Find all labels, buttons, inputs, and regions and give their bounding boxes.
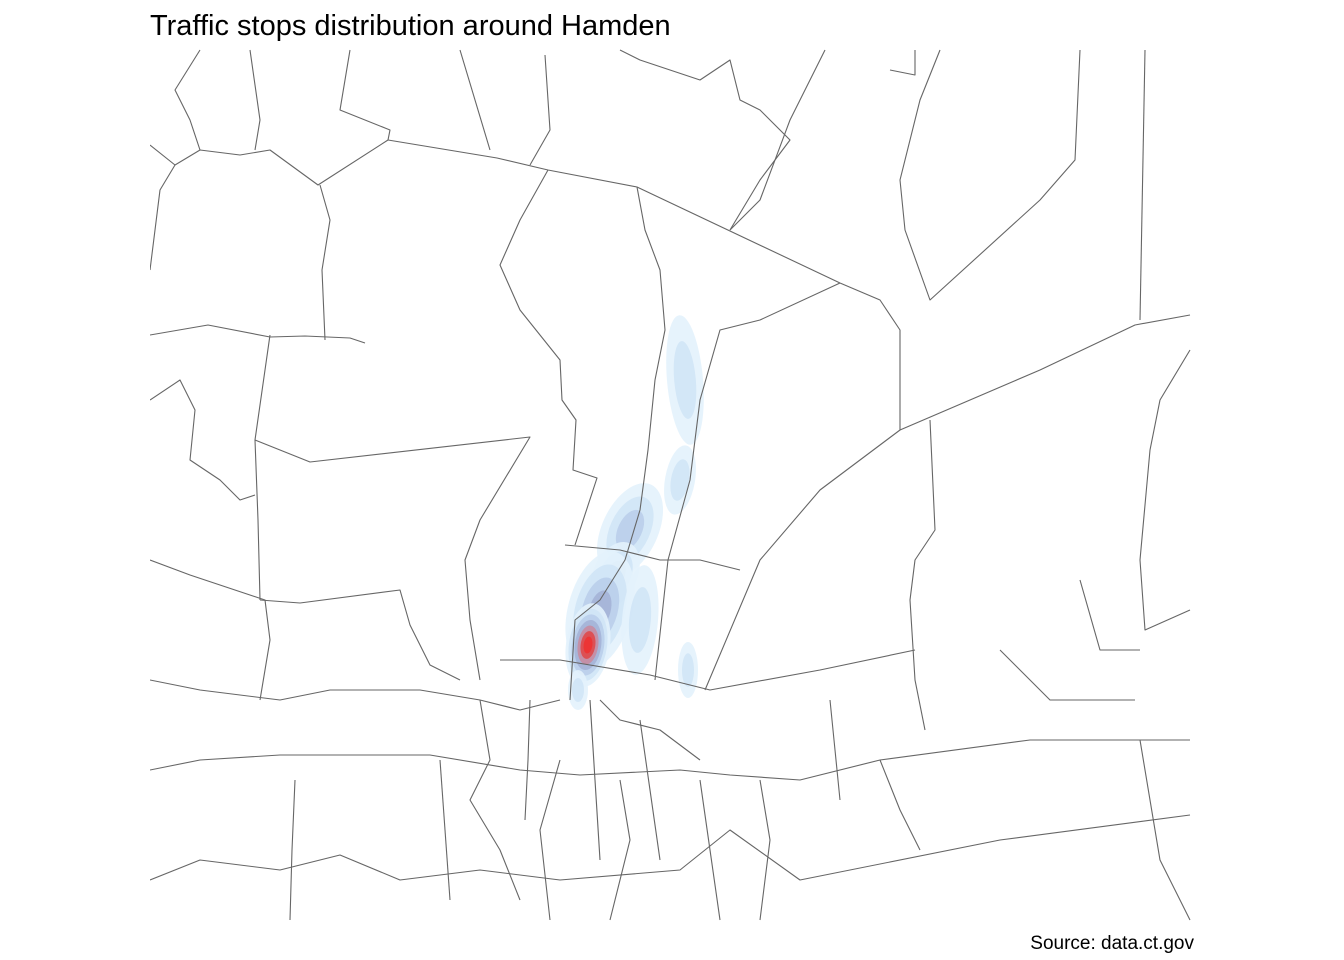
tract-boundary — [639, 719, 661, 861]
density-contour — [670, 459, 690, 501]
density-contour — [628, 587, 652, 653]
tract-boundary — [899, 49, 1081, 301]
tract-boundary — [829, 699, 841, 801]
tract-boundary — [469, 699, 521, 901]
tract-boundary — [899, 314, 1191, 431]
tract-boundary — [539, 759, 561, 921]
tract-boundary — [499, 169, 598, 546]
tract-boundary — [150, 379, 256, 501]
tract-boundary — [150, 139, 841, 284]
tract-boundary — [729, 49, 826, 231]
tract-boundary — [524, 699, 531, 821]
tract-boundary — [564, 544, 741, 571]
tract-boundary — [699, 779, 721, 921]
tract-boundaries — [150, 49, 1191, 921]
tract-boundary — [704, 282, 901, 691]
tract-boundary — [589, 699, 601, 861]
tract-boundary — [150, 679, 561, 711]
tract-boundary — [150, 324, 366, 344]
tract-boundary — [339, 49, 391, 141]
map-title: Traffic stops distribution around Hamden — [150, 10, 671, 42]
tract-boundary — [150, 164, 176, 271]
density-contour — [583, 636, 593, 654]
tract-boundary — [759, 779, 771, 921]
source-caption: Source: data.ct.gov — [1030, 933, 1194, 954]
tract-boundary — [249, 49, 261, 151]
tract-boundary — [259, 589, 461, 681]
tract-boundary — [150, 559, 271, 701]
tract-boundary — [150, 814, 1191, 881]
tract-boundary — [879, 759, 921, 851]
tract-boundary — [1139, 49, 1146, 321]
tract-boundary — [889, 50, 916, 76]
tract-boundary — [529, 54, 551, 166]
tract-boundary — [174, 49, 201, 151]
tract-boundary — [289, 779, 296, 921]
tract-boundary — [1139, 349, 1191, 631]
tract-boundary — [500, 649, 916, 691]
tract-boundary — [999, 649, 1135, 701]
tract-boundary — [254, 436, 531, 681]
tract-boundary — [1079, 579, 1140, 651]
density-contour — [572, 678, 584, 702]
density-layer — [565, 315, 704, 710]
tract-boundary — [150, 739, 1190, 781]
tract-boundary — [1139, 739, 1191, 921]
density-contour — [673, 341, 697, 419]
tract-boundary — [439, 759, 451, 901]
tract-boundary — [569, 186, 666, 701]
tract-boundary — [254, 334, 271, 601]
tract-boundary — [459, 49, 491, 151]
tract-boundary — [909, 419, 936, 731]
tract-boundary — [319, 184, 331, 341]
tract-boundary — [599, 699, 701, 761]
tract-boundary — [609, 779, 631, 921]
density-contour — [682, 653, 694, 687]
tract-boundary — [619, 49, 791, 231]
